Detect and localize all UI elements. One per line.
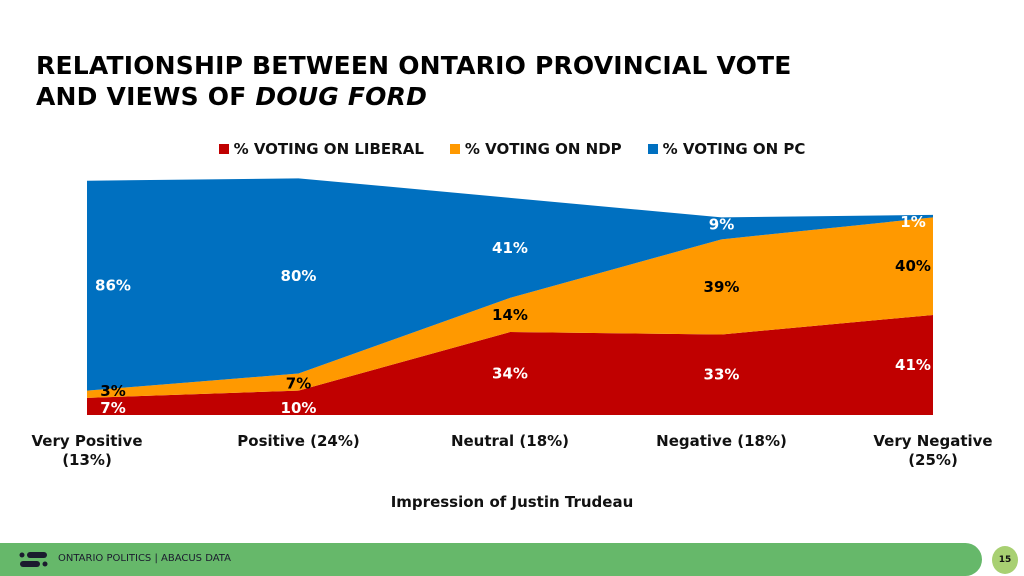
- area-series-2: [87, 178, 933, 391]
- legend-swatch: [647, 144, 658, 154]
- x-tick-line: Very Negative: [873, 432, 993, 450]
- legend-item: % VOTING ON PC: [647, 140, 806, 158]
- x-tick-label: Positive (24%): [209, 432, 389, 451]
- data-label: 41%: [492, 239, 528, 257]
- footer-bar: ONTARIO POLITICS | ABACUS DATA: [0, 543, 982, 576]
- data-label: 3%: [100, 382, 125, 400]
- data-label: 9%: [709, 215, 734, 233]
- page-title: RELATIONSHIP BETWEEN ONTARIO PROVINCIAL …: [36, 50, 792, 112]
- legend: % VOTING ON LIBERAL % VOTING ON NDP % VOTI…: [0, 140, 1024, 158]
- abacus-logo-icon: [19, 552, 48, 567]
- data-label: 1%: [900, 213, 925, 231]
- footer-text: ONTARIO POLITICS | ABACUS DATA: [58, 553, 231, 564]
- x-tick-label: Negative (18%): [632, 432, 812, 451]
- data-label: 80%: [281, 267, 317, 285]
- data-label: 10%: [281, 399, 317, 417]
- x-tick-line: Very Positive: [31, 432, 143, 450]
- data-label: 7%: [286, 375, 311, 393]
- legend-item: % VOTING ON LIBERAL: [218, 140, 424, 158]
- legend-label: % VOTING ON NDP: [464, 140, 622, 158]
- legend-label: % VOTING ON PC: [662, 140, 806, 158]
- x-tick-line: Negative (18%): [656, 432, 787, 450]
- data-label: 39%: [704, 278, 740, 296]
- data-label: 14%: [492, 306, 528, 324]
- title-line-2: AND VIEWS OF DOUG FORD: [36, 81, 792, 112]
- data-label: 40%: [895, 257, 931, 275]
- title-line-1: RELATIONSHIP BETWEEN ONTARIO PROVINCIAL …: [36, 51, 792, 80]
- data-label: 86%: [95, 277, 131, 295]
- legend-label: % VOTING ON LIBERAL: [233, 140, 424, 158]
- title-italic: DOUG FORD: [255, 82, 428, 111]
- x-tick-line: Positive (24%): [237, 432, 360, 450]
- area-series-1: [87, 217, 933, 398]
- data-label: 41%: [895, 356, 931, 374]
- x-tick-label: Neutral (18%): [420, 432, 600, 451]
- data-label: 34%: [492, 365, 528, 383]
- page-number: 15: [992, 546, 1018, 574]
- data-label: 33%: [704, 366, 740, 384]
- x-tick-line: (25%): [908, 451, 958, 469]
- x-tick-label: Very Positive (13%): [0, 432, 177, 470]
- title-prefix: AND VIEWS OF: [36, 82, 256, 111]
- x-tick-label: Very Negative (25%): [843, 432, 1023, 470]
- legend-swatch: [449, 144, 460, 154]
- legend-item: % VOTING ON NDP: [449, 140, 622, 158]
- legend-swatch: [218, 144, 229, 154]
- area-series-0: [87, 314, 933, 415]
- data-label: 7%: [100, 399, 125, 417]
- x-axis-title: Impression of Justin Trudeau: [390, 493, 634, 511]
- x-tick-line: Neutral (18%): [450, 432, 570, 450]
- x-tick-line: (13%): [62, 451, 112, 469]
